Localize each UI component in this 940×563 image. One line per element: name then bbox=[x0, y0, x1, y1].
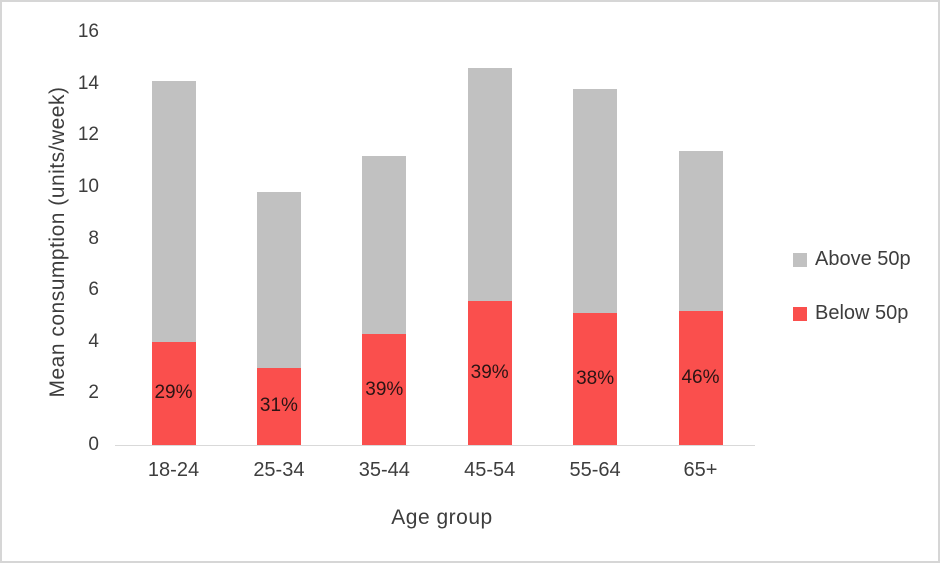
y-axis-tick-label: 6 bbox=[88, 279, 99, 301]
bar-segment-above-50p bbox=[467, 68, 512, 301]
bar-percentage-label: 29% bbox=[154, 382, 193, 404]
x-axis-title: Age group bbox=[391, 506, 493, 529]
x-axis-category-label: 55-64 bbox=[569, 459, 621, 481]
x-axis-category-label: 25-34 bbox=[253, 459, 305, 481]
bar-segment-below-50p bbox=[678, 310, 723, 445]
bar-segment-below-50p bbox=[362, 334, 407, 445]
legend-swatch-icon bbox=[793, 306, 807, 321]
y-axis-tick-label: 12 bbox=[77, 124, 99, 146]
bar-percentage-label: 31% bbox=[259, 395, 298, 417]
y-axis-tick-label: 10 bbox=[77, 176, 99, 197]
bar-segment-above-50p bbox=[151, 81, 196, 342]
bar-percentage-label: 46% bbox=[681, 366, 720, 388]
bar-segment-above-50p bbox=[362, 156, 407, 335]
bar-segment-above-50p bbox=[678, 150, 723, 311]
bar-segment-below-50p bbox=[573, 313, 618, 445]
bar-segment-above-50p bbox=[573, 88, 618, 314]
legend-swatch-icon bbox=[793, 252, 807, 267]
y-axis-tick-label: 8 bbox=[88, 227, 99, 249]
y-axis-tick-label: 16 bbox=[77, 21, 99, 43]
y-axis-tick-label: 14 bbox=[77, 72, 99, 94]
legend: Above 50p Below 50p bbox=[793, 248, 911, 325]
bar-segment-above-50p bbox=[256, 192, 301, 368]
x-axis-line bbox=[115, 445, 755, 446]
y-axis-tick-label: 2 bbox=[88, 382, 99, 404]
bar-percentage-label: 39% bbox=[365, 378, 404, 400]
x-axis-category-label: 35-44 bbox=[358, 459, 410, 481]
bar-percentage-label: 39% bbox=[470, 361, 509, 383]
y-axis-tick-label: 0 bbox=[88, 434, 99, 455]
y-axis-tick-label: 4 bbox=[88, 330, 99, 352]
bar-segment-below-50p bbox=[256, 367, 301, 445]
legend-item-label: Below 50p bbox=[815, 302, 909, 324]
legend-item: Below 50p bbox=[793, 302, 911, 325]
bar-percentage-label: 38% bbox=[576, 368, 615, 390]
legend-item-label: Above 50p bbox=[815, 248, 911, 270]
bar-segment-below-50p bbox=[467, 300, 512, 445]
bar-segment-below-50p bbox=[151, 341, 196, 445]
x-axis-category-label: 45-54 bbox=[464, 459, 516, 481]
legend-item: Above 50p bbox=[793, 248, 911, 271]
x-axis-category-label: 65+ bbox=[683, 459, 718, 481]
x-axis-category-label: 18-24 bbox=[147, 459, 200, 481]
